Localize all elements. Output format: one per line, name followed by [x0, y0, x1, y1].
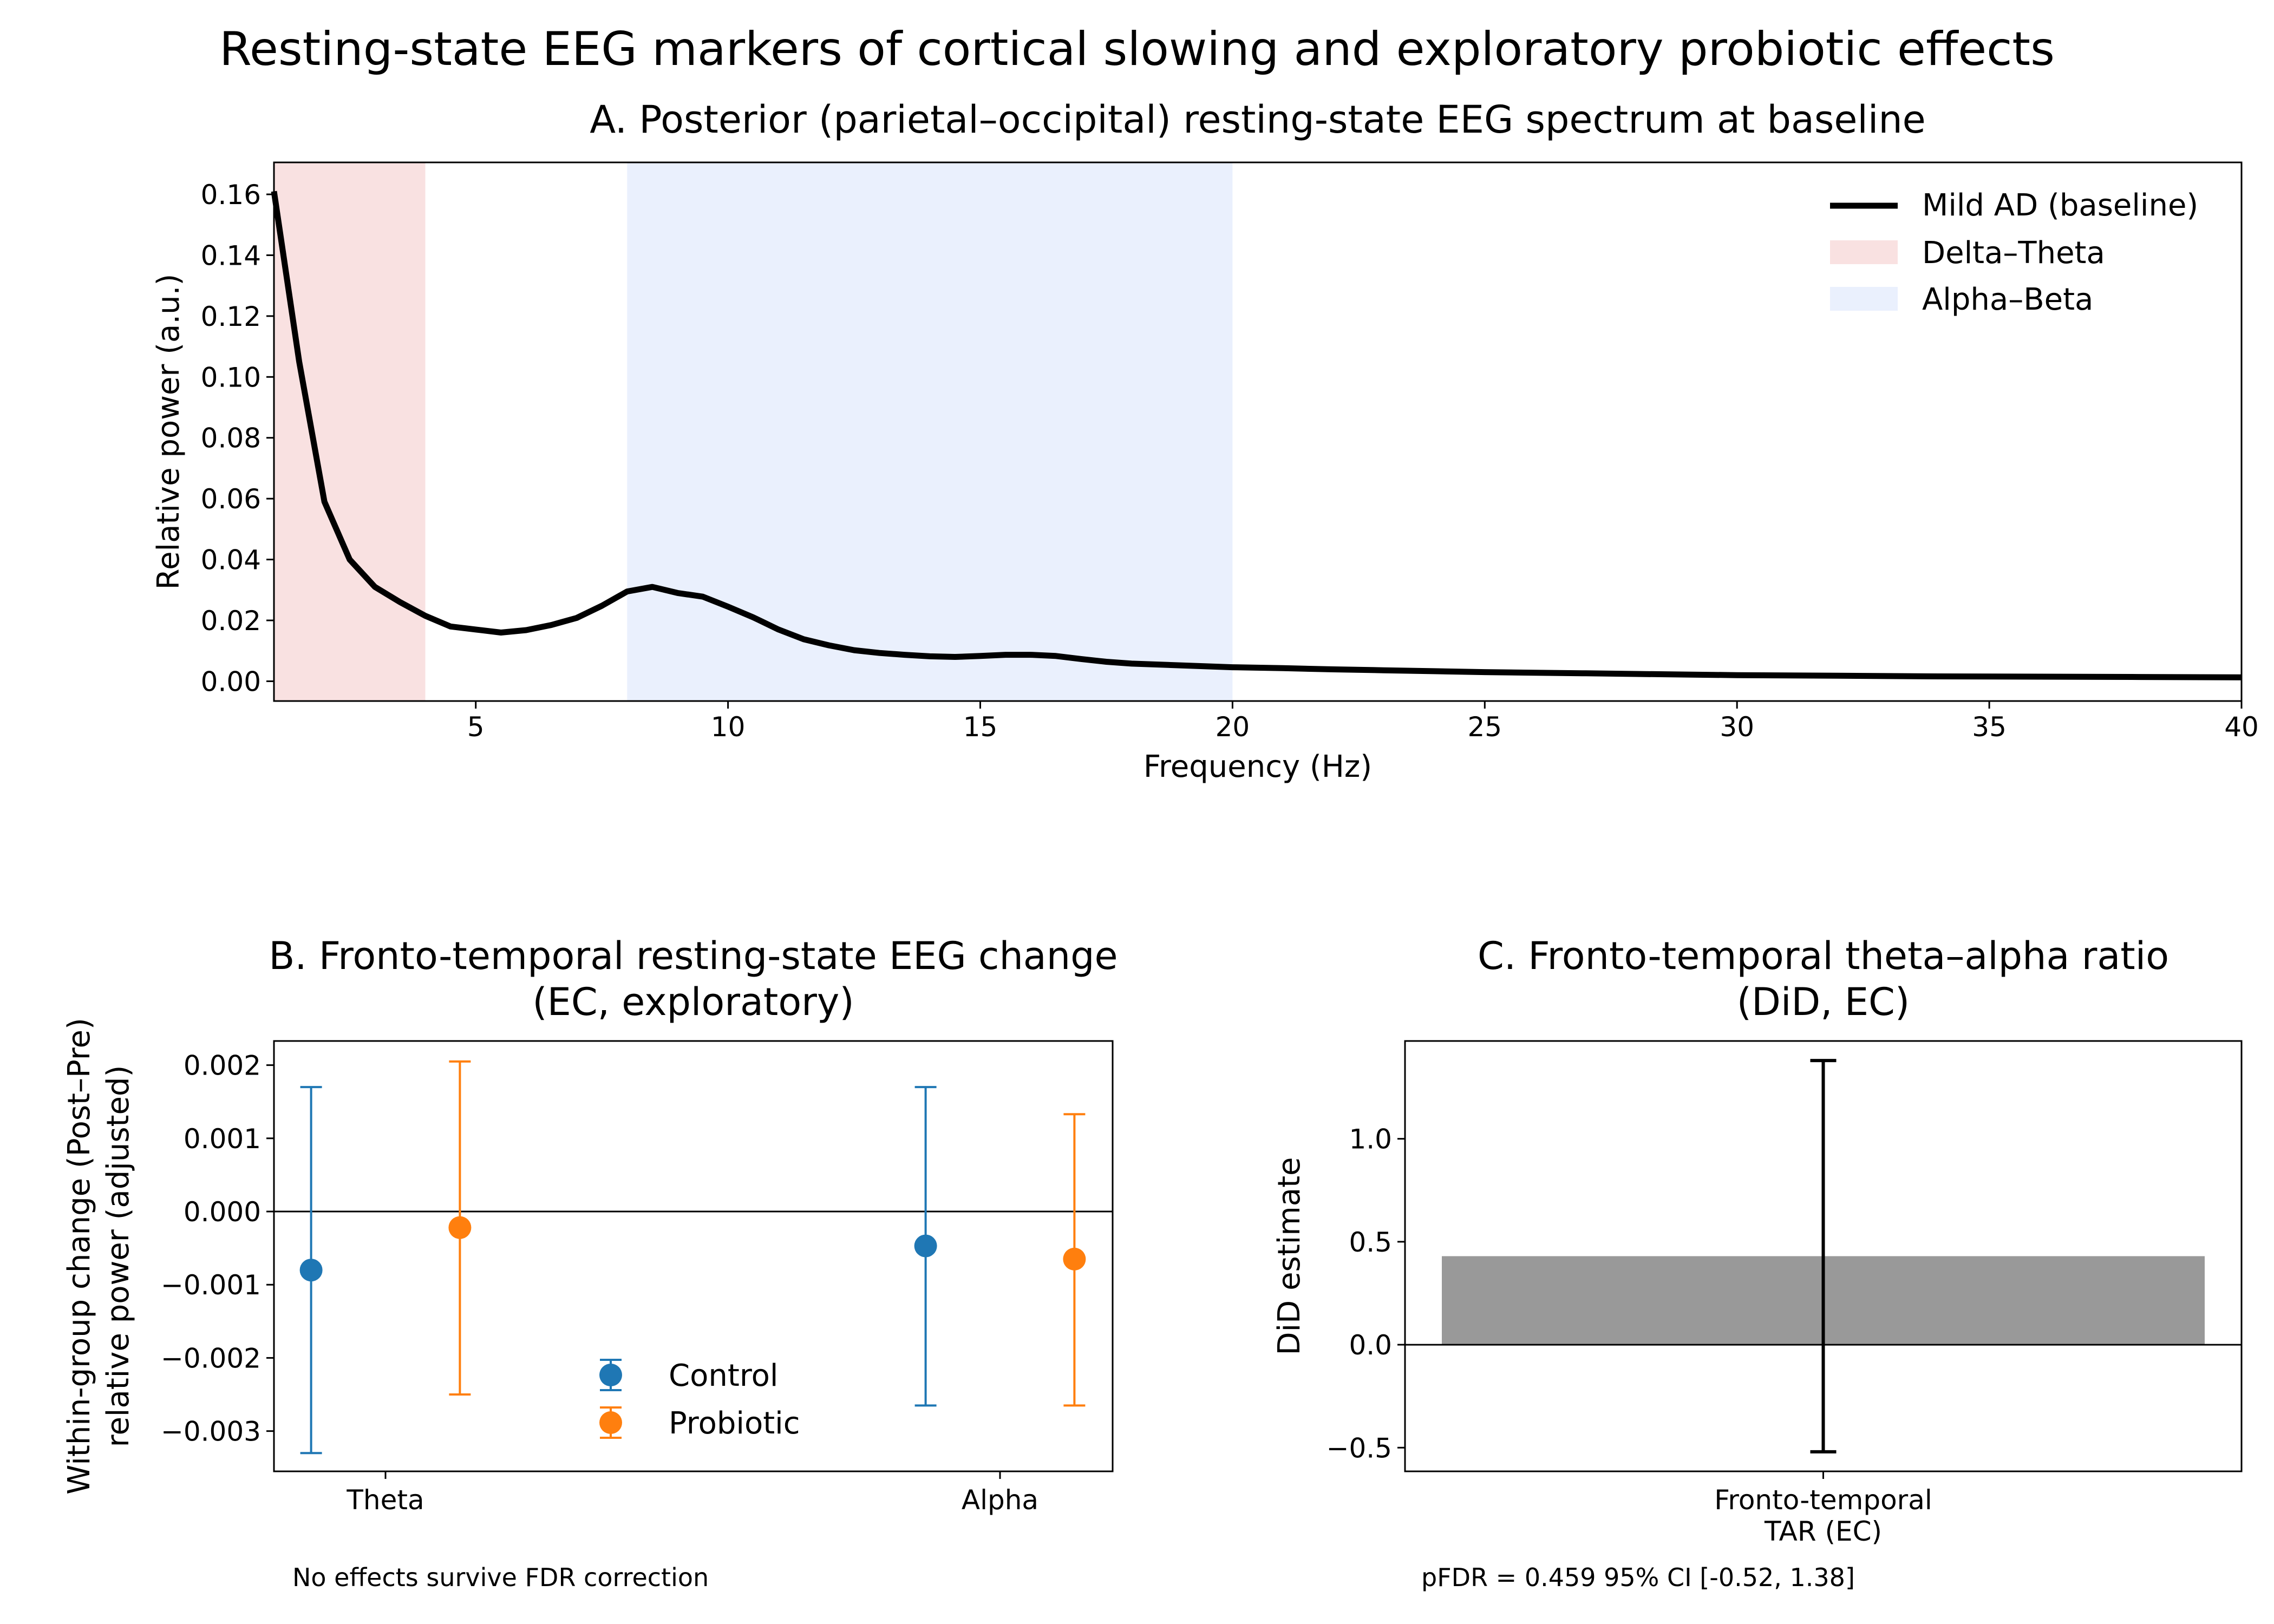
series-line-mild-ad [271, 191, 2242, 680]
y-tick-label: 0.12 [201, 301, 261, 332]
band-shade-alpha-beta [627, 162, 1233, 701]
panel-b-footnote: No effects survive FDR correction [292, 1563, 709, 1592]
y-tick-label: 0.00 [201, 666, 261, 697]
x-tick-label: Alpha [962, 1484, 1038, 1516]
y-tick-label: 0.14 [201, 240, 261, 271]
legend-label-band: Delta–Theta [1922, 235, 2105, 271]
point-probiotic-theta [448, 1216, 472, 1239]
panel-c-did-estimate: C. Fronto-temporal theta–alpha ratio(DiD… [1272, 934, 2243, 1592]
legend-marker-probiotic [599, 1411, 622, 1434]
point-probiotic-alpha [1063, 1247, 1086, 1271]
plot-frame [273, 161, 2243, 702]
y-tick-label: 0.02 [201, 605, 261, 637]
band-shade-delta-theta [274, 162, 426, 701]
panel-c-title: C. Fronto-temporal theta–alpha ratio [1478, 934, 2169, 978]
y-tick-label: −0.5 [1327, 1432, 1392, 1464]
panel-b-title: (EC, exploratory) [532, 980, 854, 1024]
panel-c-footnote: pFDR = 0.459 95% CI [-0.52, 1.38] [1421, 1563, 1855, 1592]
plot-frame [273, 1040, 1114, 1472]
x-tick-label: 35 [1972, 711, 2007, 743]
legend-label-band: Alpha–Beta [1922, 282, 2093, 317]
y-tick-label: 0.06 [201, 483, 261, 515]
legend-label-probiotic: Probiotic [669, 1406, 800, 1441]
legend-label-mild-ad: Mild AD (baseline) [1922, 188, 2198, 223]
x-tick-label: Fronto-temporal [1714, 1484, 1932, 1516]
panel-a-title: A. Posterior (parietal–occipital) restin… [590, 97, 1926, 142]
x-axis-label: Frequency (Hz) [1143, 749, 1372, 784]
x-tick-label: Theta [346, 1484, 424, 1516]
y-tick-label: 0.08 [201, 423, 261, 454]
panel-b-within-group-change: B. Fronto-temporal resting-state EEG cha… [62, 934, 1118, 1592]
x-tick-label: 10 [711, 711, 746, 743]
y-tick-label: −0.002 [161, 1343, 261, 1374]
x-tick-label: TAR (EC) [1764, 1516, 1882, 1547]
legend-marker-control [599, 1364, 622, 1386]
point-control-alpha [914, 1234, 937, 1258]
figure-suptitle: Resting-state EEG markers of cortical sl… [219, 22, 2055, 76]
x-tick-label: 25 [1467, 711, 1502, 743]
x-tick-label: 5 [467, 711, 485, 743]
panel-b-title: B. Fronto-temporal resting-state EEG cha… [269, 934, 1118, 978]
y-axis-label: Relative power (a.u.) [151, 274, 186, 590]
y-tick-label: 0.002 [184, 1050, 261, 1082]
y-tick-label: −0.003 [161, 1416, 261, 1448]
x-tick-label: 20 [1216, 711, 1250, 743]
x-tick-label: 15 [963, 711, 998, 743]
panel-c-title: (DiD, EC) [1737, 980, 1910, 1024]
y-axis-label: relative power (adjusted) [101, 1065, 136, 1448]
y-tick-label: 0.04 [201, 545, 261, 576]
y-tick-label: 0.10 [201, 362, 261, 393]
panel-a-spectrum: A. Posterior (parietal–occipital) restin… [151, 97, 2259, 784]
y-axis-label: DiD estimate [1272, 1157, 1307, 1355]
y-tick-label: 0.5 [1349, 1227, 1392, 1258]
x-tick-label: 30 [1720, 711, 1754, 743]
legend-swatch-band [1830, 287, 1898, 311]
legend-swatch-band [1830, 240, 1898, 264]
point-control-theta [299, 1259, 323, 1282]
y-axis-label: Within-group change (Post–Pre) [62, 1018, 97, 1495]
y-tick-label: 0.001 [184, 1123, 261, 1155]
y-tick-label: 0.16 [201, 179, 261, 211]
y-tick-label: 0.0 [1349, 1330, 1392, 1361]
legend-label-control: Control [669, 1358, 778, 1393]
x-tick-label: 40 [2224, 711, 2259, 743]
y-tick-label: −0.001 [161, 1269, 261, 1301]
y-tick-label: 0.000 [184, 1196, 261, 1228]
y-tick-label: 1.0 [1349, 1124, 1392, 1155]
